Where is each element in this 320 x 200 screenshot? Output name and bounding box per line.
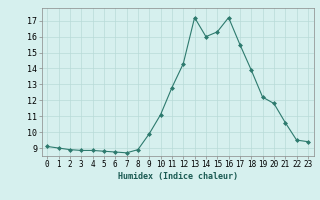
X-axis label: Humidex (Indice chaleur): Humidex (Indice chaleur) [118, 172, 237, 181]
